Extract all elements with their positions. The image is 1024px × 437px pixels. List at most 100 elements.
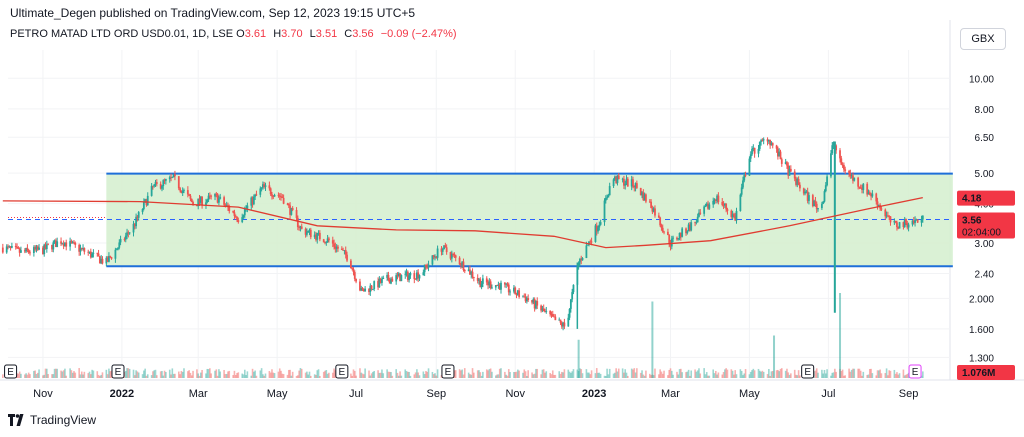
symbol-label[interactable]: PETRO MATAD LTD ORD USD0.01, 1D, LSE [10, 28, 234, 40]
volume-bar [579, 368, 581, 378]
volume-bar [572, 369, 575, 378]
candle-body [633, 185, 636, 188]
candle-body [876, 201, 879, 207]
candle-body [83, 248, 86, 252]
volume-bar [676, 371, 678, 378]
candle-body [362, 289, 365, 292]
price-axis[interactable]: 10.008.006.505.004.003.002.402.0001.6001… [957, 74, 1015, 380]
candle-body [409, 273, 412, 276]
candle-body [136, 216, 139, 218]
candle-body [60, 241, 62, 244]
candle-body [476, 277, 479, 281]
candle-body [351, 268, 354, 270]
candle-body [708, 204, 711, 209]
volume-bar [570, 372, 572, 378]
candle-body [652, 208, 655, 212]
candle-body [291, 208, 294, 210]
candle-body [16, 247, 18, 248]
candle-body [648, 201, 651, 203]
volume-bar [866, 374, 868, 378]
candle-body [369, 285, 372, 293]
volume-bar [897, 374, 900, 378]
candle-body [598, 224, 601, 228]
candle-body [607, 195, 610, 198]
y-tick-label: 5.00 [975, 169, 995, 180]
volume-bar [355, 375, 357, 378]
volume-bar [418, 375, 421, 378]
volume-bar [814, 370, 817, 378]
candle-body [621, 178, 624, 180]
candle-body [135, 216, 138, 227]
volume-bar [721, 374, 724, 378]
candle-body [760, 140, 762, 142]
candle-body [707, 203, 709, 209]
moving-average [2, 196, 923, 249]
volume-bar [841, 369, 844, 378]
candle-body [789, 168, 792, 172]
volume-bar [489, 368, 492, 378]
price-label-text: 4.18 [962, 194, 982, 205]
volume-bar [228, 370, 231, 378]
x-tick-label: Nov [33, 388, 53, 400]
candle-body [469, 269, 471, 275]
candle-body [172, 174, 175, 178]
time-axis[interactable]: Nov 2022 Mar May Jul Sep Nov 2023 Mar May Jul Sep [33, 388, 918, 400]
candle-body [171, 177, 174, 178]
candle-body [467, 269, 470, 272]
volume-spike [577, 339, 580, 378]
volume-bar [707, 375, 709, 378]
volume-bar [171, 368, 174, 378]
volume-bar [885, 368, 888, 378]
volume-bar [527, 370, 529, 378]
candle-body [273, 194, 276, 197]
candle-body [251, 197, 254, 205]
candle-body [1, 247, 4, 253]
candle-body [542, 308, 545, 312]
volume-bar [903, 375, 906, 378]
earnings-marker [441, 364, 455, 379]
candle-body [119, 238, 122, 243]
volume-bar [286, 374, 289, 378]
candle-body [522, 296, 524, 298]
volume-bar [306, 371, 308, 378]
candle-body [823, 191, 826, 202]
candle-body [540, 305, 543, 311]
candle-body [98, 256, 101, 264]
volume-bar [295, 375, 298, 378]
open-label: O [236, 28, 245, 40]
candle-body [902, 222, 905, 227]
volume-bar [469, 374, 471, 378]
volume-bar [830, 375, 832, 378]
candle-body [269, 188, 272, 195]
volume-bar [497, 374, 500, 378]
volume-bar [524, 371, 527, 378]
candle-body [162, 180, 165, 187]
candle-body [62, 243, 65, 247]
volume-bar [659, 369, 661, 378]
candle-body [218, 198, 220, 203]
volume-bar [541, 369, 544, 378]
currency-button[interactable]: GBX [960, 28, 1006, 50]
candle-body [496, 285, 499, 286]
candle-body [678, 232, 681, 239]
candle-body [589, 241, 592, 243]
volume-bar [844, 375, 846, 378]
candle-body [859, 187, 862, 189]
candle-body [500, 282, 502, 290]
volume-bar [273, 373, 276, 378]
candle-body [45, 244, 48, 250]
candle-body [626, 178, 629, 187]
candle-body [264, 185, 267, 187]
earnings-marker-label: E [912, 367, 919, 378]
volume-bar [650, 375, 652, 378]
candle-body [325, 242, 328, 243]
volume-bar [207, 369, 210, 378]
volume-bar [668, 369, 671, 378]
volume-bar [708, 375, 711, 378]
high-value: 3.70 [281, 28, 303, 40]
volume-bar [281, 373, 284, 378]
volume-bar [606, 368, 608, 378]
candle-body [804, 191, 806, 194]
volume-bar [823, 369, 826, 378]
